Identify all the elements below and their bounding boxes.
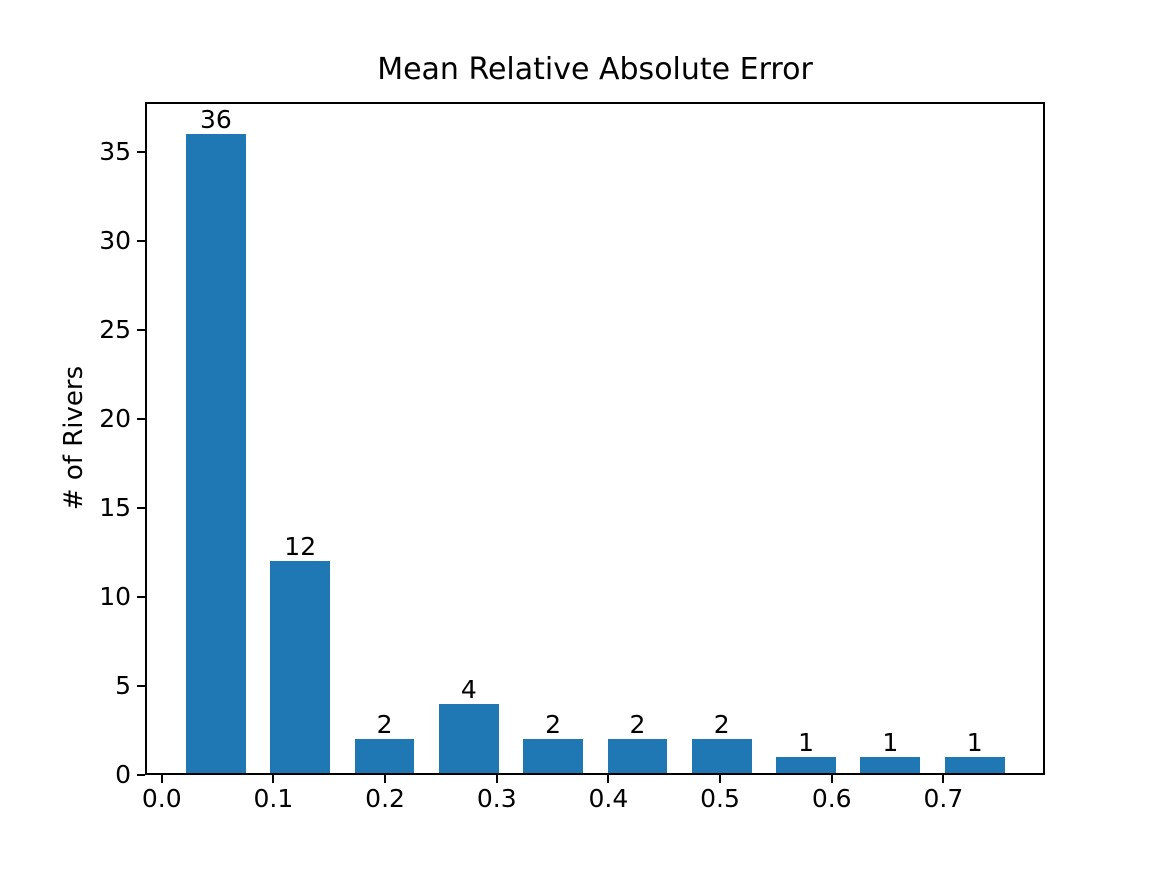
bar bbox=[944, 757, 1005, 775]
chart-title: Mean Relative Absolute Error bbox=[377, 52, 813, 87]
bar-value-label: 36 bbox=[199, 105, 232, 135]
bar bbox=[691, 739, 752, 775]
bar-value-label: 1 bbox=[966, 728, 983, 758]
bar bbox=[438, 703, 499, 775]
bar bbox=[523, 739, 583, 775]
x-tick-label: 0.4 bbox=[588, 784, 629, 813]
x-tick-label: 0.3 bbox=[476, 784, 517, 813]
plot-area: 36 12 2 4 2 2 2 1 1 1 bbox=[145, 102, 1045, 775]
y-tick-label: 20 bbox=[99, 403, 131, 433]
bar-value-label: 4 bbox=[460, 674, 477, 704]
y-tick-mark bbox=[137, 328, 145, 331]
y-tick-mark bbox=[137, 239, 145, 242]
x-tick-mark bbox=[607, 775, 610, 783]
x-tick-mark bbox=[384, 775, 387, 783]
bar bbox=[860, 757, 921, 775]
bar bbox=[607, 739, 668, 775]
x-tick-label: 0.5 bbox=[700, 784, 740, 813]
bar bbox=[776, 757, 836, 775]
y-tick-mark bbox=[137, 417, 145, 420]
x-tick-mark bbox=[942, 775, 945, 783]
bar-value-label: 2 bbox=[629, 710, 646, 740]
bar-value-label: 1 bbox=[798, 728, 814, 758]
x-tick-label: 0.1 bbox=[253, 784, 294, 813]
y-tick-mark bbox=[137, 150, 145, 153]
x-tick-mark bbox=[495, 775, 498, 783]
x-tick-label: 0.6 bbox=[811, 784, 852, 813]
y-tick-mark bbox=[137, 774, 145, 776]
y-tick-label: 35 bbox=[99, 136, 131, 166]
x-tick-label: 0.7 bbox=[923, 784, 964, 813]
y-tick-label: 30 bbox=[99, 225, 131, 255]
x-tick-mark bbox=[160, 775, 163, 783]
bar-value-label: 2 bbox=[713, 710, 730, 740]
x-tick-mark bbox=[830, 775, 833, 783]
y-tick-mark bbox=[137, 506, 145, 509]
bar-value-label: 2 bbox=[545, 710, 562, 740]
y-tick-mark bbox=[137, 595, 145, 598]
y-tick-label: 5 bbox=[115, 670, 131, 700]
bar-value-label: 2 bbox=[376, 710, 393, 740]
y-tick-label: 25 bbox=[99, 314, 131, 344]
y-tick-label: 0 bbox=[115, 760, 131, 789]
y-tick-mark bbox=[137, 684, 145, 687]
x-tick-mark bbox=[719, 775, 722, 783]
bar bbox=[270, 561, 331, 775]
bar-value-label: 1 bbox=[882, 728, 899, 758]
bar-value-label: 12 bbox=[284, 532, 317, 562]
x-tick-label: 0.2 bbox=[365, 784, 405, 813]
y-axis-label: # of Rivers bbox=[59, 365, 89, 511]
bar bbox=[354, 739, 415, 775]
y-tick-label: 15 bbox=[99, 492, 131, 522]
y-tick-label: 10 bbox=[99, 581, 131, 611]
x-tick-label: 0.0 bbox=[141, 784, 182, 813]
x-tick-mark bbox=[272, 775, 275, 783]
bar bbox=[186, 134, 246, 775]
